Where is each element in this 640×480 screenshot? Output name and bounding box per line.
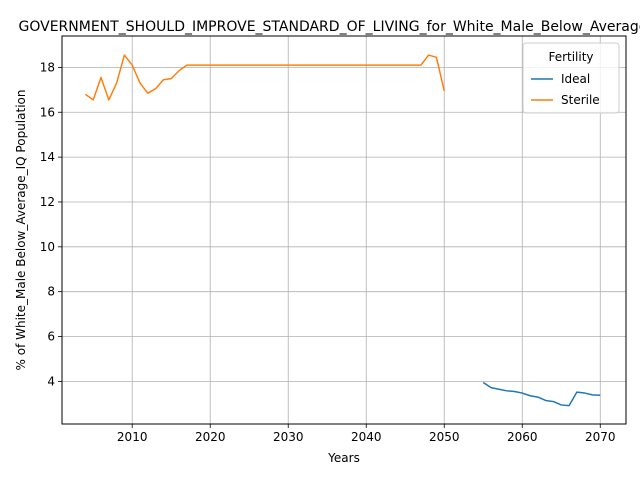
y-tick-label: 12 (40, 195, 55, 209)
x-tick-label: 2040 (351, 430, 382, 444)
chart-title: GOVERNMENT_SHOULD_IMPROVE_STANDARD_OF_LI… (19, 19, 640, 35)
x-tick-label: 2020 (195, 430, 226, 444)
legend-label: Ideal (561, 72, 590, 86)
y-tick-label: 10 (40, 240, 55, 254)
y-tick-label: 4 (47, 374, 55, 388)
y-tick-label: 8 (47, 285, 55, 299)
y-tick-label: 16 (40, 105, 55, 119)
legend-title: Fertility (548, 50, 593, 64)
x-tick-label: 2070 (585, 430, 616, 444)
y-tick-label: 18 (40, 60, 55, 74)
x-tick-label: 2030 (273, 430, 304, 444)
y-axis-label: % of White_Male Below_Average_IQ Populat… (14, 90, 28, 371)
x-tick-label: 2050 (429, 430, 460, 444)
x-tick-label: 2010 (117, 430, 148, 444)
x-tick-label: 2060 (507, 430, 538, 444)
y-tick-label: 6 (47, 330, 55, 344)
y-tick-label: 14 (40, 150, 55, 164)
x-axis-label: Years (327, 451, 360, 465)
legend: Fertility Ideal Sterile (523, 43, 619, 113)
axis-ticks: 2010 2020 2030 2040 2050 2060 2070 4 6 8 10 12 14 16 1… (40, 60, 616, 444)
series-line-sterile (85, 55, 444, 100)
series-line-ideal (483, 383, 600, 406)
legend-label: Sterile (561, 93, 600, 107)
